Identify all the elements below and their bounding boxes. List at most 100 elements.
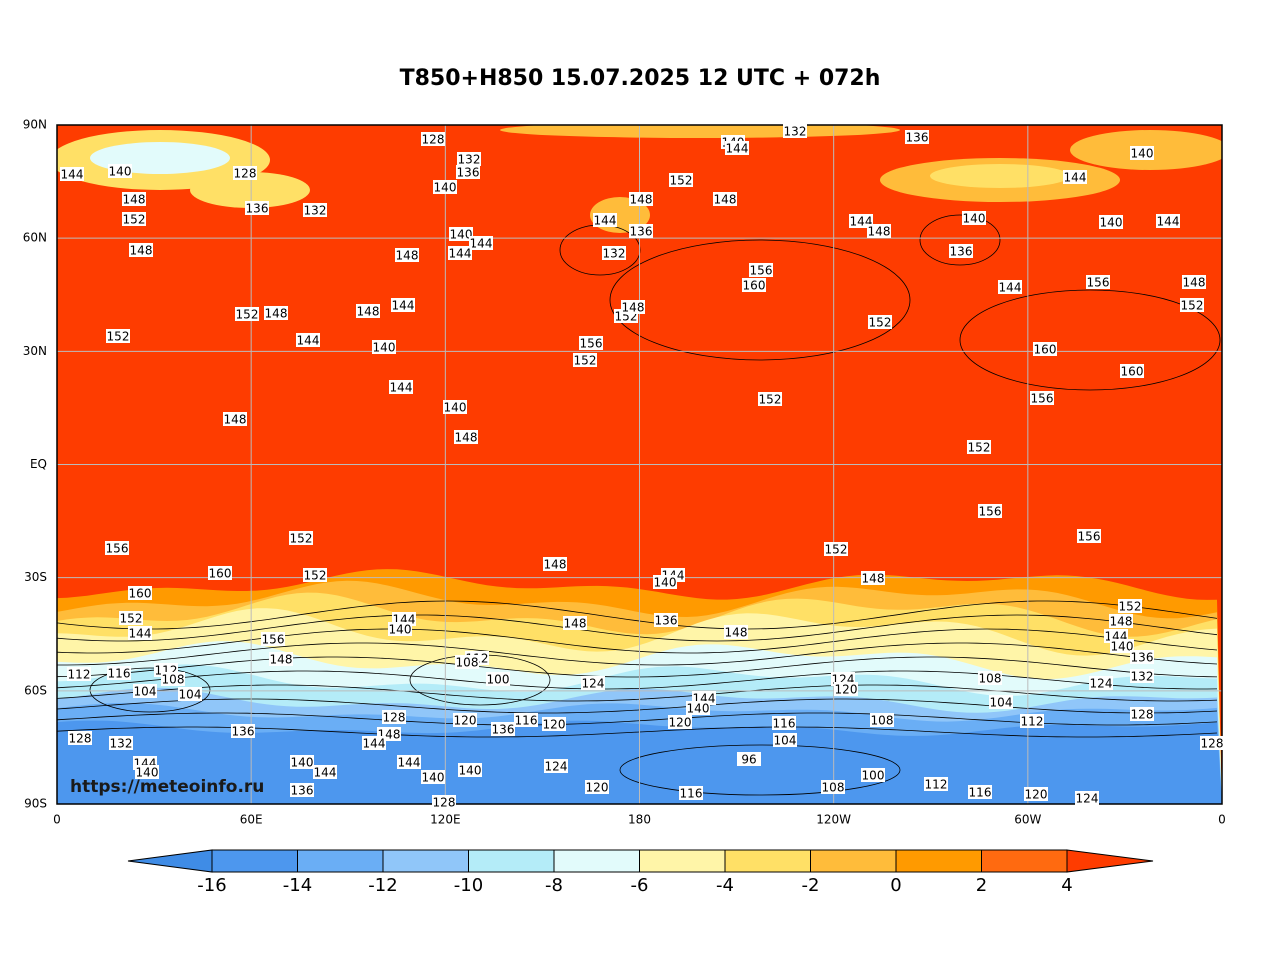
contour-label-box (834, 682, 858, 696)
contour-label-box (758, 392, 782, 406)
contour-label-box (469, 236, 493, 250)
contour-label: 148 (224, 413, 247, 427)
contour-label-box (1130, 669, 1154, 683)
contour-label-box (261, 632, 285, 646)
contour-label: 112 (68, 668, 91, 682)
contour-label-box (128, 626, 152, 640)
contour-label-box (1020, 714, 1044, 728)
contour-line (57, 600, 1218, 630)
contour-label: 152 (759, 393, 782, 407)
contour-label-box (454, 430, 478, 444)
lon-label: 0 (1218, 813, 1226, 827)
contour-label-box (1077, 529, 1101, 543)
contour-label: 148 (714, 193, 737, 207)
contour-label: 132 (784, 125, 807, 139)
contour-label: 140 (1131, 147, 1154, 161)
contour-label-box (68, 731, 92, 745)
contour-label: 136 (1131, 651, 1154, 665)
colorbar-swatch (981, 849, 1068, 873)
contour-label-box (989, 695, 1013, 709)
contour-label: 128 (234, 167, 257, 181)
contour-label-box (382, 710, 406, 724)
contour-label-box (106, 329, 130, 343)
contour-label: 108 (162, 673, 185, 687)
contour-label: 140 (373, 341, 396, 355)
lat-label: EQ (30, 457, 47, 471)
contour-label-box (968, 785, 992, 799)
contour-label: 136 (630, 225, 653, 239)
contour-label: 152 (107, 330, 130, 344)
contour-label-box (1182, 275, 1206, 289)
contour-label: 156 (979, 505, 1002, 519)
lon-label: 180 (628, 813, 651, 827)
contour-label: 152 (123, 213, 146, 227)
contour-label-box (824, 542, 848, 556)
lat-label: 90S (24, 797, 47, 811)
contour-label: 124 (1076, 792, 1099, 806)
contour-label-box (458, 763, 482, 777)
contour-label-box (1030, 391, 1054, 405)
contour-label-box (391, 298, 415, 312)
contour-label-box (1120, 364, 1144, 378)
contour-label: 140 (459, 764, 482, 778)
contour-label-box (313, 765, 337, 779)
contour-label-box (421, 770, 445, 784)
contour-label-box (60, 167, 84, 181)
contour-label-box (108, 164, 132, 178)
contour-label: 140 (434, 181, 457, 195)
contour-label: 152 (869, 316, 892, 330)
contour-label-box (978, 504, 1002, 518)
contour-label: 132 (304, 204, 327, 218)
contour-label-box (233, 166, 257, 180)
contour-label: 140 (963, 212, 986, 226)
colorbar-swatch (895, 849, 982, 873)
contour-label: 116 (680, 787, 703, 801)
contour-label-box (737, 752, 761, 766)
contour-line (619, 744, 901, 796)
contour-label-box (491, 722, 515, 736)
contour-label: 152 (1181, 299, 1204, 313)
contour-label-box (290, 783, 314, 797)
contour-label-box (679, 786, 703, 800)
contour-label: 96 (741, 753, 756, 767)
contour-label-box (861, 768, 885, 782)
colorbar-tick-label: -10 (454, 875, 483, 896)
contour-label-box (296, 333, 320, 347)
contour-label-box (629, 192, 653, 206)
contour-label-box (1156, 214, 1180, 228)
contour-label-box (269, 652, 293, 666)
contour-label: 104 (774, 734, 797, 748)
contour-label: 144 (398, 756, 421, 770)
contour-label-box (486, 672, 510, 686)
contour-label: 108 (979, 672, 1002, 686)
contour-label-box (593, 213, 617, 227)
temperature-patch (930, 164, 1070, 188)
contour-label-box (389, 380, 413, 394)
contour-label-box (129, 243, 153, 257)
contour-label: 148 (622, 301, 645, 315)
lat-label: 60S (24, 683, 47, 697)
lon-label: 0 (53, 813, 61, 827)
contour-label: 156 (262, 633, 285, 647)
contour-label-box (868, 315, 892, 329)
contour-label: 144 (392, 299, 415, 313)
colorbar-swatch (211, 849, 298, 873)
contour-label: 112 (925, 778, 948, 792)
contour-label: 128 (422, 133, 445, 147)
contour-line (57, 628, 1218, 654)
contour-label-box (395, 248, 419, 262)
colorbar-tick-label: -12 (368, 875, 397, 896)
contour-label: 140 (654, 576, 677, 590)
contour-label: 104 (179, 688, 202, 702)
contour-label: 148 (270, 653, 293, 667)
contour-label: 140 (1100, 216, 1123, 230)
contour-label-box (135, 765, 159, 779)
colorbar-swatch (724, 849, 811, 873)
contour-label-box (870, 713, 894, 727)
contour-label-box (109, 736, 133, 750)
colorbar-tick-label: -8 (545, 875, 563, 896)
contour-label: 100 (862, 769, 885, 783)
contour-label-box (905, 130, 929, 144)
colorbar-swatch (297, 849, 384, 873)
